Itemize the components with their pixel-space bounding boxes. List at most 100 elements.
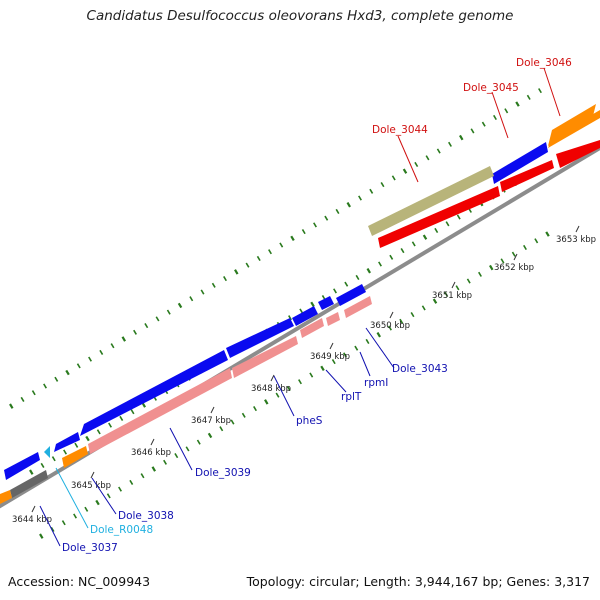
- cds-feature[interactable]: [88, 368, 232, 454]
- gc-skew-dash: [129, 479, 134, 485]
- cds-feature[interactable]: [232, 336, 298, 378]
- tick-label: 3653 kbp: [556, 235, 596, 245]
- gene-label-dole-3045[interactable]: Dole_3045: [463, 82, 519, 94]
- cds-feature[interactable]: [300, 318, 324, 338]
- gc-skew-dash: [95, 499, 100, 506]
- cds-feature[interactable]: [226, 318, 294, 358]
- gc-skew-dash: [234, 269, 239, 275]
- gc-skew-dash: [219, 426, 224, 432]
- cds-feature[interactable]: [326, 312, 340, 326]
- cds-feature[interactable]: [292, 306, 318, 326]
- gc-skew-dash: [110, 343, 115, 349]
- gc-skew-dash: [320, 365, 325, 372]
- tick-mark: [31, 505, 36, 513]
- tick-mark: [90, 471, 95, 479]
- tick-label: 3651 kbp: [432, 291, 472, 301]
- cds-feature[interactable]: [62, 446, 88, 468]
- gc-skew-dash: [74, 442, 79, 448]
- gc-skew-dash: [376, 332, 381, 338]
- gene-label-dole-3037[interactable]: Dole_3037: [62, 542, 118, 554]
- cds-feature[interactable]: [368, 166, 494, 236]
- gc-skew-dash: [20, 396, 25, 402]
- gc-skew-dash: [481, 121, 486, 127]
- cds-feature[interactable]: [80, 350, 228, 436]
- gc-skew-dash: [455, 285, 460, 291]
- gc-skew-dash: [448, 141, 452, 147]
- gc-skew-dash: [335, 208, 340, 215]
- cds-feature[interactable]: [378, 186, 500, 248]
- cds-feature[interactable]: [344, 296, 372, 318]
- gc-skew-dash: [84, 506, 89, 512]
- gc-skew-dash: [309, 372, 314, 378]
- gene-label-rpmi[interactable]: rpmI: [364, 377, 388, 389]
- gene-label-phes[interactable]: pheS: [296, 415, 323, 427]
- gc-skew-dash: [378, 261, 382, 267]
- gc-skew-dash: [343, 352, 347, 358]
- gc-skew-dash: [140, 473, 145, 479]
- tick-label: 3650 kbp: [370, 321, 410, 331]
- gc-skew-dash: [422, 234, 428, 240]
- gene-label-dole-3039[interactable]: Dole_3039: [195, 467, 251, 479]
- gene-label-dole-r0048[interactable]: Dole_R0048: [90, 524, 153, 536]
- gc-skew-dash: [478, 271, 482, 277]
- gc-skew-dash: [391, 175, 396, 181]
- gc-skew-dash: [298, 379, 302, 385]
- gc-skew-dash: [133, 329, 137, 335]
- tick-label: 3652 kbp: [494, 263, 534, 273]
- gc-skew-dash: [241, 412, 246, 418]
- gene-label-dole-3046[interactable]: Dole_3046: [516, 57, 572, 69]
- gc-skew-dash: [411, 241, 416, 247]
- map-title: Candidatus Desulfococcus oleovorans Hxd3…: [86, 8, 514, 24]
- cds-feature[interactable]: [10, 470, 48, 498]
- gc-skew-dash: [445, 221, 450, 227]
- gc-skew-dash: [177, 302, 183, 309]
- gc-skew-dash: [29, 469, 34, 475]
- cds-feature[interactable]: [556, 140, 600, 168]
- gc-skew-dash: [99, 349, 104, 355]
- gc-skew-dash: [106, 493, 111, 499]
- gene-label-rplt[interactable]: rplT: [341, 391, 362, 403]
- gc-skew-dash: [388, 325, 392, 331]
- gc-skew-dash: [313, 222, 317, 228]
- tick-label: 3649 kbp: [310, 352, 350, 362]
- gc-inner-track: [39, 231, 550, 539]
- gc-skew-dash: [526, 94, 531, 100]
- forward-strand-cds: [0, 104, 600, 504]
- gene-label-dole-3043[interactable]: Dole_3043: [392, 363, 448, 375]
- gc-skew-dash: [288, 315, 292, 321]
- cds-feature[interactable]: [336, 284, 366, 306]
- gc-skew-dash: [96, 429, 101, 435]
- gc-skew-dash: [268, 249, 272, 255]
- cds-feature[interactable]: [4, 452, 40, 480]
- gc-skew-dash: [358, 195, 362, 201]
- gc-skew-dash: [434, 227, 439, 234]
- trna-feature[interactable]: [44, 446, 50, 458]
- gene-label-dole-3038[interactable]: Dole_3038: [118, 510, 174, 522]
- gc-skew-dash: [504, 108, 509, 114]
- gc-skew-dash: [166, 309, 171, 315]
- coordinate-ticks: 3644 kbp 3645 kbp 3646 kbp 3647 kbp 3648 kbp…: [12, 225, 596, 525]
- tick-mark: [513, 253, 518, 261]
- cds-feature[interactable]: [492, 142, 548, 184]
- gc-skew-dash: [299, 308, 304, 314]
- cds-feature[interactable]: [548, 104, 596, 146]
- tick-mark: [389, 311, 394, 319]
- cds-feature[interactable]: [500, 160, 554, 192]
- gc-skew-dash: [366, 268, 371, 274]
- gc-skew-dash: [118, 486, 122, 492]
- cds-feature[interactable]: [318, 296, 334, 310]
- tick-mark: [270, 374, 275, 382]
- gc-skew-dash: [151, 466, 156, 472]
- gc-skew-dash: [354, 345, 359, 351]
- cds-feature[interactable]: [0, 490, 12, 504]
- gc-skew-dash: [51, 456, 56, 462]
- gc-skew-dash: [65, 369, 70, 376]
- gc-skew-dash: [264, 399, 269, 405]
- gene-label-dole-3044[interactable]: Dole_3044: [372, 124, 428, 136]
- gc-skew-dash: [290, 235, 295, 242]
- gc-skew-dash: [189, 296, 194, 302]
- cds-feature[interactable]: [54, 432, 80, 452]
- tick-mark: [210, 406, 215, 414]
- gc-skew-dash: [279, 242, 284, 248]
